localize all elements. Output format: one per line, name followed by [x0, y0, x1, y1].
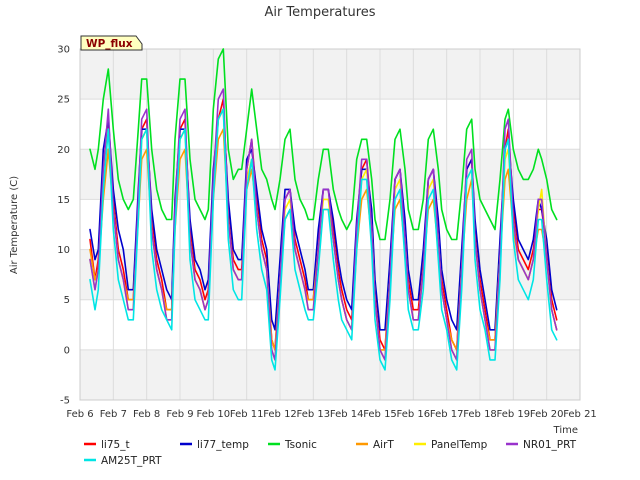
- series-line-tsonic: [89, 48, 558, 241]
- legend-item: li75_t: [84, 439, 130, 451]
- x-tick-label: Feb 16: [397, 409, 431, 420]
- series-layer: [89, 48, 558, 371]
- y-tick-label: 20: [57, 145, 70, 156]
- x-axis-label: Time: [553, 425, 578, 436]
- x-tick-label: Feb 7: [100, 409, 127, 420]
- grid-band: [80, 49, 580, 100]
- y-tick-label: 30: [57, 45, 70, 56]
- x-tick-label: Feb 13: [297, 409, 331, 420]
- y-tick-label: 5: [64, 295, 70, 306]
- y-tick-label: 15: [57, 195, 70, 206]
- legend: li75_t li77_temp Tsonic AirT PanelTemp NR01_P…: [84, 439, 577, 467]
- legend-label: NR01_PRT: [523, 439, 577, 451]
- x-tick-label: Feb 8: [133, 409, 160, 420]
- x-tick-label: Feb 19: [497, 409, 531, 420]
- x-tick-label: Feb 11: [230, 409, 264, 420]
- x-axis-ticks: Feb 6 Feb 7 Feb 8 Feb 9 Feb 10 Feb 11 Feb 12 Fe…: [66, 409, 596, 420]
- x-tick-label: Feb 21: [563, 409, 597, 420]
- y-axis-label: Air Temperature (C): [9, 176, 20, 274]
- x-tick-label: Feb 6: [66, 409, 93, 420]
- legend-label: li77_temp: [197, 439, 249, 451]
- site-badge-label: WP_flux: [86, 38, 133, 50]
- grid-band: [80, 349, 580, 400]
- chart-title: Air Temperatures: [264, 5, 375, 20]
- x-tick-label: Feb 17: [430, 409, 464, 420]
- legend-item: NR01_PRT: [506, 439, 577, 451]
- legend-label: AM25T_PRT: [101, 455, 162, 467]
- series-line-nr01-prt: [89, 88, 558, 361]
- x-tick-label: Feb 18: [463, 409, 497, 420]
- legend-label: PanelTemp: [431, 439, 488, 451]
- legend-item: li77_temp: [180, 439, 249, 451]
- y-tick-label: 25: [57, 95, 70, 106]
- legend-item: AirT: [356, 439, 394, 451]
- plot-frame: [79, 48, 581, 401]
- x-tick-label: Feb 15: [363, 409, 397, 420]
- x-tick-label: Feb 14: [330, 409, 364, 420]
- y-tick-label: 10: [57, 245, 70, 256]
- x-tick-label: Feb 9: [166, 409, 193, 420]
- x-tick-label: Feb 10: [197, 409, 231, 420]
- y-tick-label: 0: [64, 345, 70, 356]
- x-tick-label: Feb 12: [263, 409, 297, 420]
- legend-label: AirT: [373, 439, 394, 451]
- x-tick-label: Feb 20: [530, 409, 564, 420]
- site-badge-box: [80, 35, 143, 51]
- legend-item: PanelTemp: [414, 439, 488, 451]
- legend-item: Tsonic: [268, 439, 317, 451]
- legend-item: AM25T_PRT: [84, 455, 162, 467]
- legend-label: Tsonic: [284, 439, 317, 451]
- legend-label: li75_t: [101, 439, 130, 451]
- site-badge: WP_flux: [80, 35, 143, 51]
- y-tick-label: -5: [60, 396, 70, 407]
- series-line-am25t-prt: [89, 108, 558, 371]
- y-axis-ticks: -5 0 5 10 15 20 25 30: [57, 45, 70, 407]
